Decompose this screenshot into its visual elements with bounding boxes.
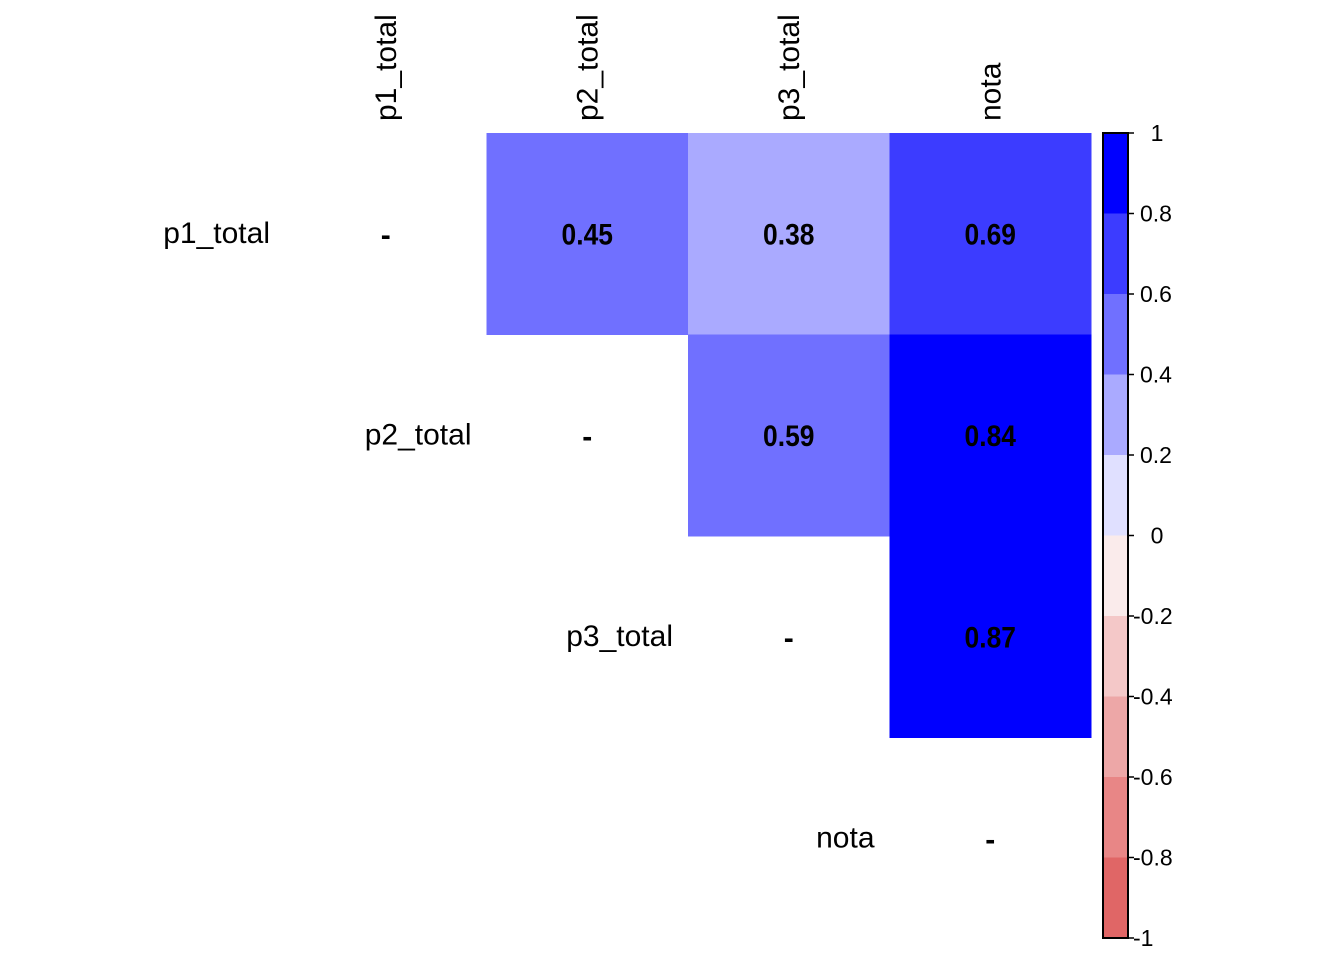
heatmap-cell (889, 133, 1092, 335)
colorbar-tick-label: -1 (1133, 925, 1153, 951)
colorbar-tick-label: -0.2 (1133, 603, 1173, 629)
diagonal-dash-label: - (582, 420, 592, 453)
colorbar-bin (1103, 857, 1128, 939)
colorbar-bin (1103, 616, 1128, 697)
cell-value-label: 0.69 (965, 217, 1016, 251)
colorbar-bin (1103, 374, 1128, 456)
heatmap-cell (889, 334, 1092, 537)
colorbar-bin (1103, 535, 1128, 617)
column-label-p2_total: p2_total (571, 14, 604, 121)
colorbar-tick-label: 0.2 (1140, 442, 1172, 468)
colorbar-tick-label: -0.8 (1133, 845, 1173, 871)
column-label-nota: nota (974, 62, 1007, 121)
row-label-p1_total: p1_total (163, 217, 270, 250)
diagonal-dash-label: - (985, 823, 995, 856)
colorbar-tick-label: -0.6 (1133, 764, 1173, 790)
cell-value-label: 0.59 (763, 419, 814, 453)
heatmap-cell (688, 334, 890, 537)
colorbar-bin (1103, 696, 1128, 778)
row-label-p2_total: p2_total (365, 418, 472, 451)
cell-value-label: 0.84 (965, 419, 1017, 453)
heatmap-cell (486, 133, 689, 335)
cell-value-label: 0.45 (562, 217, 613, 251)
colorbar-bin (1103, 455, 1128, 536)
colorbar-tick-label: 1 (1151, 120, 1164, 146)
column-label-p1_total: p1_total (370, 14, 403, 121)
heatmap-cell (889, 536, 1092, 738)
colorbar-bin (1103, 777, 1128, 858)
row-label-nota: nota (816, 821, 875, 854)
cell-value-label: 0.87 (965, 620, 1016, 654)
colorbar-tick-label: -0.4 (1133, 684, 1173, 710)
column-label-p3_total: p3_total (773, 14, 806, 121)
colorbar-tick-label: 0.4 (1140, 362, 1172, 388)
colorbar-bin (1103, 133, 1128, 214)
cell-value-label: 0.38 (763, 217, 814, 251)
heatmap-cell (688, 133, 890, 335)
colorbar-bin (1103, 294, 1128, 375)
diagonal-dash-label: - (784, 622, 794, 655)
row-label-p3_total: p3_total (566, 620, 673, 653)
colorbar-tick-label: 0.6 (1140, 281, 1172, 307)
colorbar-tick-label: 0 (1151, 523, 1164, 549)
diagonal-dash-label: - (381, 219, 391, 252)
colorbar-tick-label: 0.8 (1140, 201, 1172, 227)
colorbar-bin (1103, 213, 1128, 295)
